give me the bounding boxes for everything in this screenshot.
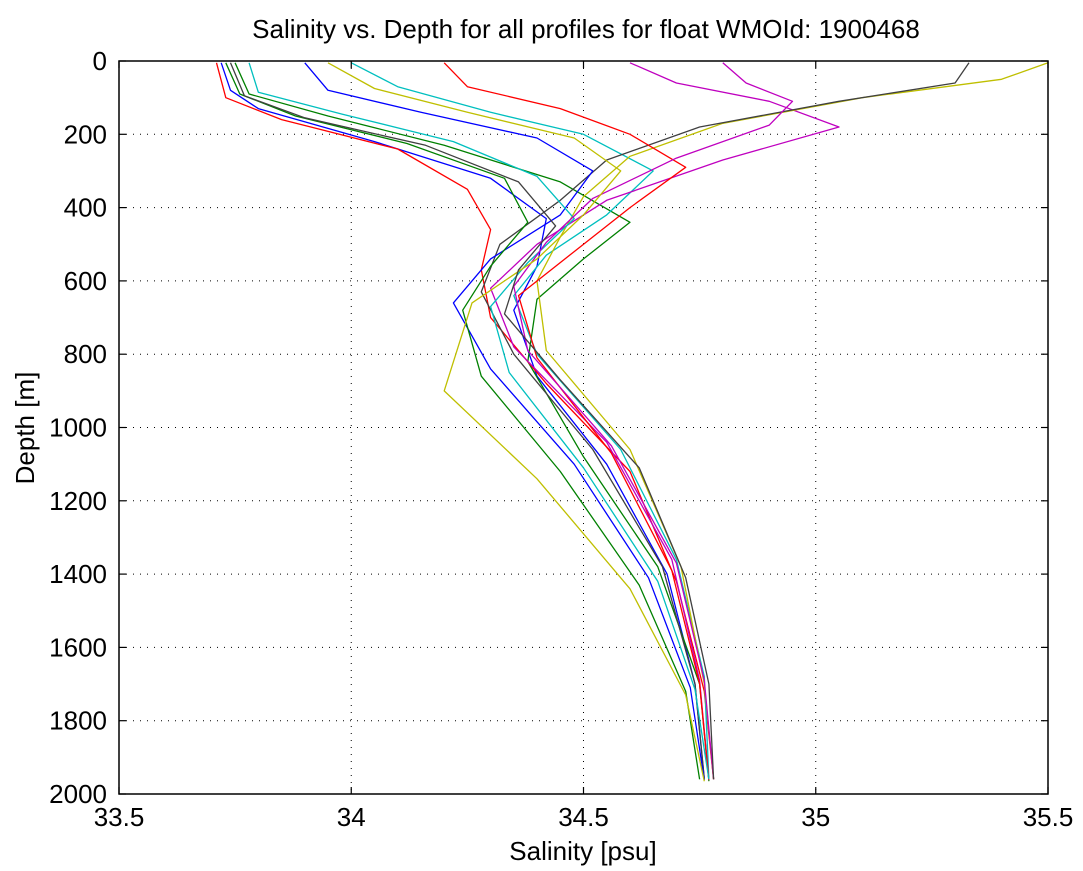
profile-line bbox=[225, 62, 701, 780]
y-tick-label: 1000 bbox=[49, 413, 107, 443]
profile-line bbox=[536, 62, 1049, 780]
profile-line bbox=[513, 62, 794, 780]
chart-title: Salinity vs. Depth for all profiles for … bbox=[252, 14, 920, 44]
profile-line bbox=[351, 62, 710, 780]
x-tick-label: 34 bbox=[337, 802, 366, 832]
y-tick-label: 1800 bbox=[49, 706, 107, 736]
grid-lines bbox=[119, 61, 1048, 794]
x-tick-label: 35 bbox=[801, 802, 830, 832]
profile-line bbox=[327, 62, 705, 782]
y-tick-label: 200 bbox=[64, 119, 107, 149]
y-tick-label: 1400 bbox=[49, 559, 107, 589]
profile-line bbox=[248, 62, 710, 780]
x-tick-label: 34.5 bbox=[558, 802, 609, 832]
profile-lines bbox=[215, 62, 1049, 782]
y-tick-label: 1200 bbox=[49, 486, 107, 516]
axis-ticks: 33.5 34 34.5 35 35.5 0 200 400 600 800 1000 1200 140… bbox=[49, 46, 1073, 832]
x-tick-label: 35.5 bbox=[1023, 802, 1074, 832]
profile-line bbox=[220, 62, 705, 780]
y-tick-label: 0 bbox=[93, 46, 107, 76]
y-tick-label: 400 bbox=[64, 193, 107, 223]
y-axis-label: Depth [m] bbox=[10, 372, 40, 485]
profile-line bbox=[229, 62, 715, 780]
y-tick-label: 2000 bbox=[49, 779, 107, 809]
profile-line bbox=[304, 62, 705, 781]
profile-line bbox=[234, 62, 710, 782]
profile-line bbox=[489, 62, 840, 781]
profile-line bbox=[480, 62, 970, 779]
y-tick-label: 1600 bbox=[49, 632, 107, 662]
x-tick-label: 33.5 bbox=[94, 802, 145, 832]
y-tick-label: 600 bbox=[64, 266, 107, 296]
x-axis-label: Salinity [psu] bbox=[509, 836, 656, 866]
y-tick-label: 800 bbox=[64, 339, 107, 369]
profile-line bbox=[443, 62, 710, 781]
